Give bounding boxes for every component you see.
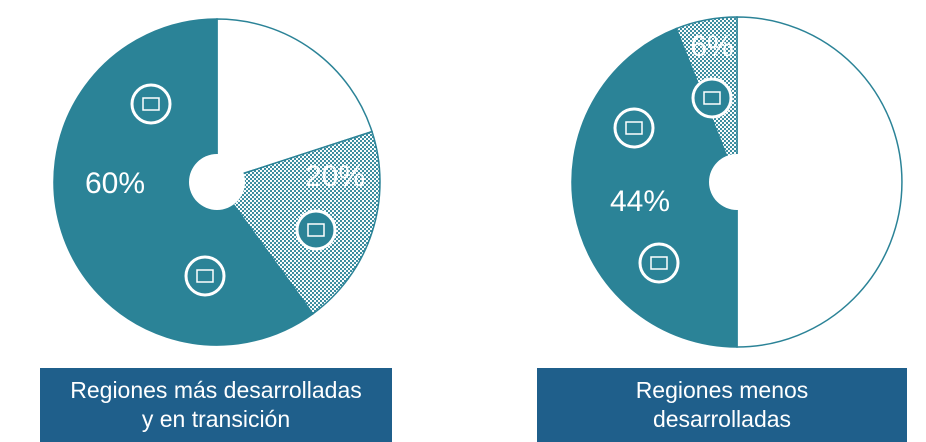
icon bbox=[295, 209, 337, 251]
icon bbox=[184, 255, 226, 297]
caption: y en transición bbox=[142, 406, 290, 432]
data-label: 44% bbox=[610, 185, 670, 218]
icon-glyph bbox=[142, 97, 160, 111]
caption-box bbox=[537, 368, 907, 442]
icon-glyph bbox=[625, 121, 643, 135]
icon bbox=[613, 107, 655, 149]
pie-hole bbox=[709, 154, 765, 210]
icon-glyph bbox=[307, 223, 325, 237]
pie-slice bbox=[736, 16, 903, 348]
data-label: 6% bbox=[690, 30, 733, 63]
pie-slice bbox=[216, 18, 373, 184]
icon bbox=[691, 77, 733, 119]
icon bbox=[638, 242, 680, 284]
data-label: 20% bbox=[305, 160, 365, 193]
icon-glyph bbox=[650, 256, 668, 270]
caption-box bbox=[40, 368, 392, 442]
caption: Regiones más desarrolladas bbox=[70, 377, 362, 403]
icon-glyph bbox=[196, 269, 214, 283]
pie-hole bbox=[189, 154, 245, 210]
icon bbox=[130, 83, 172, 125]
icon-glyph bbox=[703, 91, 721, 105]
caption: desarrolladas bbox=[653, 406, 791, 432]
data-label: 60% bbox=[85, 167, 145, 200]
caption: Regiones menos bbox=[636, 377, 809, 403]
pie-slice bbox=[53, 18, 314, 346]
